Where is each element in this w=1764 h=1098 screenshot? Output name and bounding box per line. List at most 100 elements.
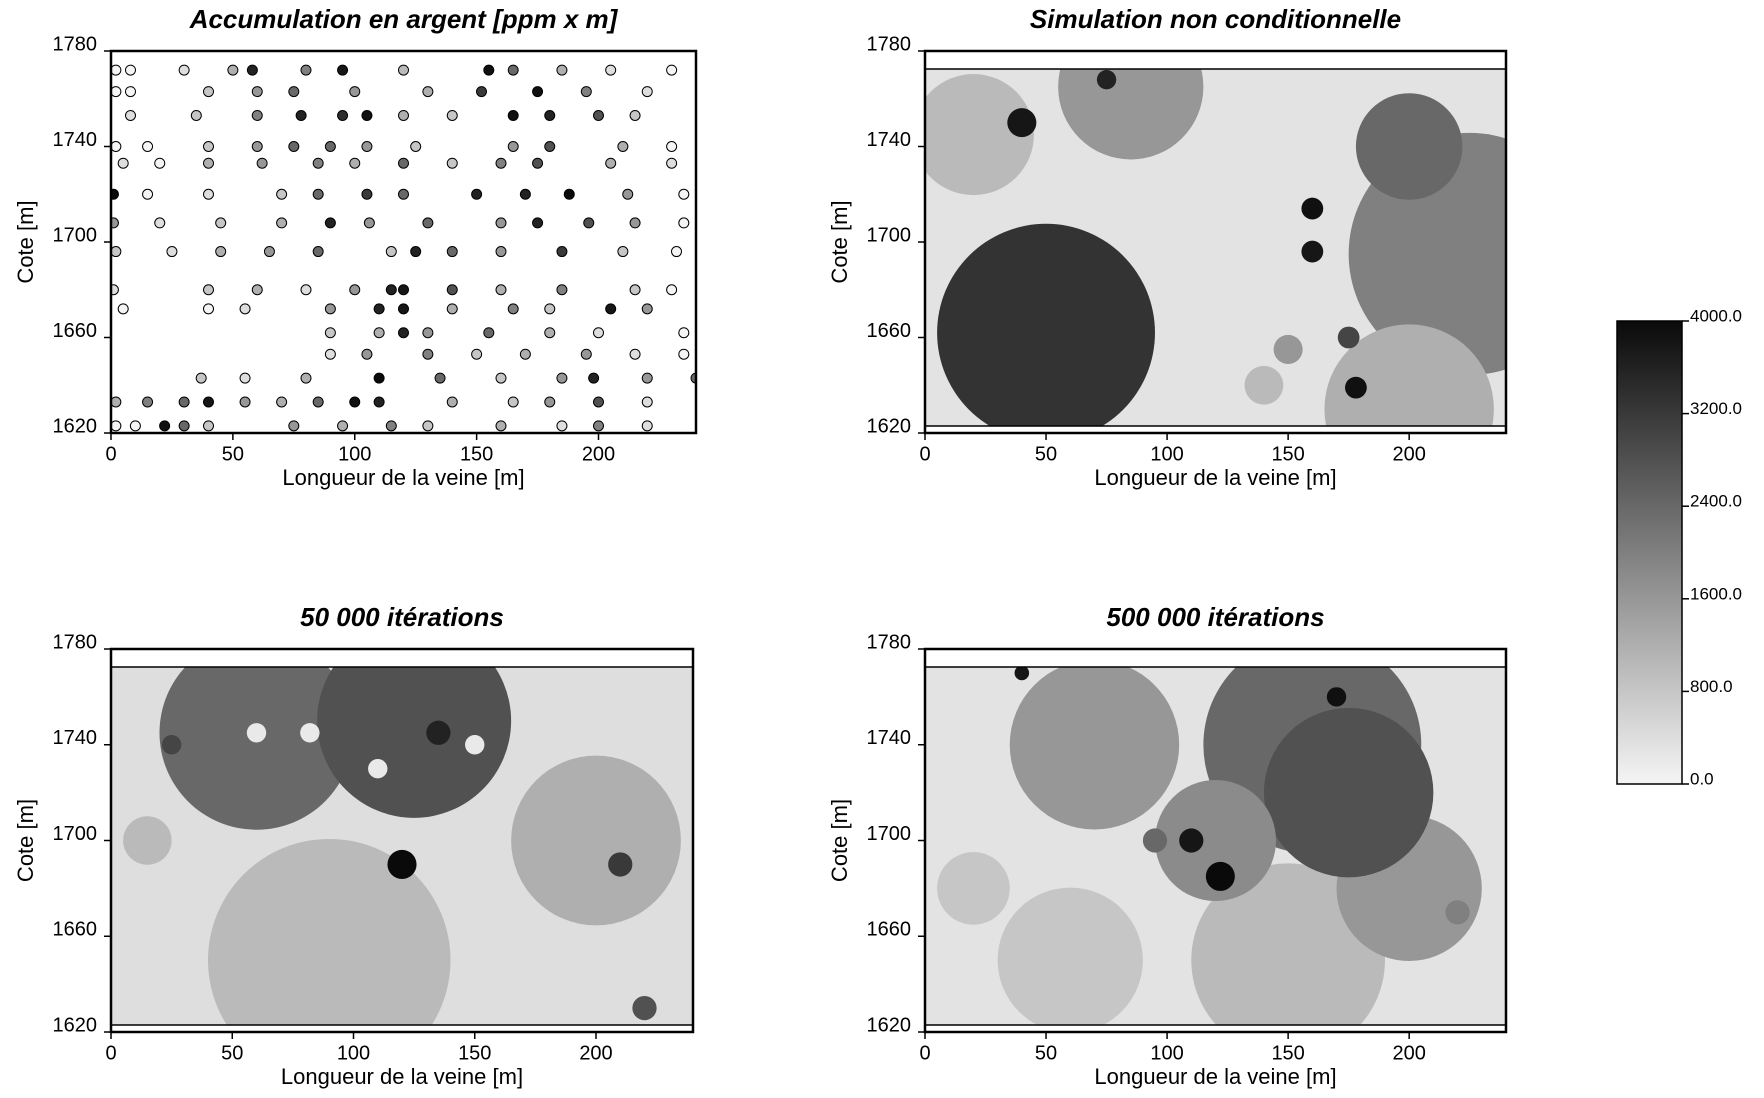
data-point [349, 396, 361, 408]
data-point [398, 303, 409, 315]
data-point [593, 327, 604, 339]
disk [1014, 667, 1030, 681]
chart-title: 500 000 itérations [1106, 602, 1324, 632]
field [937, 667, 1482, 1025]
disk [1324, 324, 1494, 426]
x-tick-label: 100 [337, 1042, 370, 1064]
disk [1009, 667, 1180, 830]
data-point [251, 141, 263, 152]
colorbar-tick-label: 0.0 [1690, 769, 1714, 788]
data-point [111, 246, 122, 258]
disk [123, 816, 172, 865]
data-point [580, 348, 592, 360]
plot-area [111, 649, 693, 1032]
chart-title: Accumulation en argent [ppm x m] [189, 4, 619, 34]
data-point [641, 396, 653, 408]
data-point [544, 327, 556, 339]
data-point [203, 284, 214, 296]
data-point [556, 420, 568, 432]
data-point [410, 246, 422, 258]
data-point [593, 420, 604, 432]
data-point [446, 396, 458, 408]
colorbar-tick-label: 4000.0 [1690, 306, 1742, 325]
data-point [215, 246, 227, 258]
disk [1154, 779, 1277, 902]
x-tick-label: 50 [221, 1042, 243, 1064]
data-point [422, 327, 434, 339]
data-point [300, 372, 312, 384]
data-point [446, 109, 458, 121]
data-point [246, 64, 258, 76]
data-point [166, 246, 178, 258]
data-point [203, 303, 214, 315]
y-axis-label: Cote [m] [827, 200, 852, 283]
data-point [361, 141, 373, 152]
data-point [111, 420, 122, 432]
data-point [617, 141, 629, 152]
data-point [495, 217, 507, 229]
data-point [195, 372, 207, 384]
x-axis-label: Longueur de la veine [m] [1094, 1064, 1336, 1089]
x-tick-label: 200 [582, 443, 615, 465]
disk [208, 838, 451, 1025]
disk [937, 852, 1010, 925]
data-point [337, 64, 349, 76]
data-point [312, 396, 324, 408]
data-point [361, 348, 373, 360]
data-point [641, 372, 653, 384]
data-point [495, 372, 507, 384]
data-point [154, 217, 166, 229]
data-point [507, 64, 519, 76]
data-point [422, 217, 434, 229]
data-point [556, 246, 568, 258]
y-tick-label: 1620 [867, 1014, 912, 1036]
data-point [446, 303, 458, 315]
data-point [111, 217, 119, 229]
data-point [446, 157, 458, 169]
data-point [178, 64, 190, 76]
colorbar-tick-label: 2400.0 [1690, 492, 1742, 511]
data-point [203, 396, 214, 408]
field [925, 69, 1506, 426]
disk [368, 758, 388, 779]
data-point [363, 217, 375, 229]
y-tick-label: 1780 [867, 631, 912, 653]
y-tick-label: 1660 [867, 919, 912, 941]
plot-area [111, 51, 696, 433]
data-point [532, 86, 544, 98]
disk [1301, 197, 1324, 220]
chart-title: 50 000 itérations [300, 602, 504, 632]
y-axis-label: Cote [m] [827, 799, 852, 882]
data-point [446, 284, 458, 296]
disk [317, 667, 512, 818]
data-point [361, 109, 373, 121]
data-point [129, 420, 141, 432]
data-point [312, 246, 324, 258]
data-point [142, 396, 154, 408]
y-tick-label: 1660 [53, 919, 98, 941]
data-point [276, 188, 288, 200]
data-point [111, 141, 122, 152]
data-point [239, 303, 251, 315]
y-tick-label: 1700 [867, 823, 912, 845]
data-point [251, 86, 263, 98]
y-tick-label: 1700 [867, 224, 912, 246]
data-point [641, 420, 653, 432]
data-point [312, 188, 324, 200]
data-point [361, 188, 373, 200]
data-point [111, 86, 122, 98]
y-tick-label: 1620 [53, 1014, 98, 1036]
x-tick-label: 50 [1035, 443, 1057, 465]
data-point [483, 327, 495, 339]
data-point [263, 246, 275, 258]
data-point [111, 64, 122, 76]
data-point [203, 188, 214, 200]
x-tick-label: 100 [1150, 443, 1183, 465]
disk [1345, 376, 1367, 399]
data-point [190, 109, 202, 121]
data-point [641, 86, 653, 98]
disk [608, 852, 633, 877]
data-point [532, 157, 544, 169]
data-point [495, 246, 507, 258]
